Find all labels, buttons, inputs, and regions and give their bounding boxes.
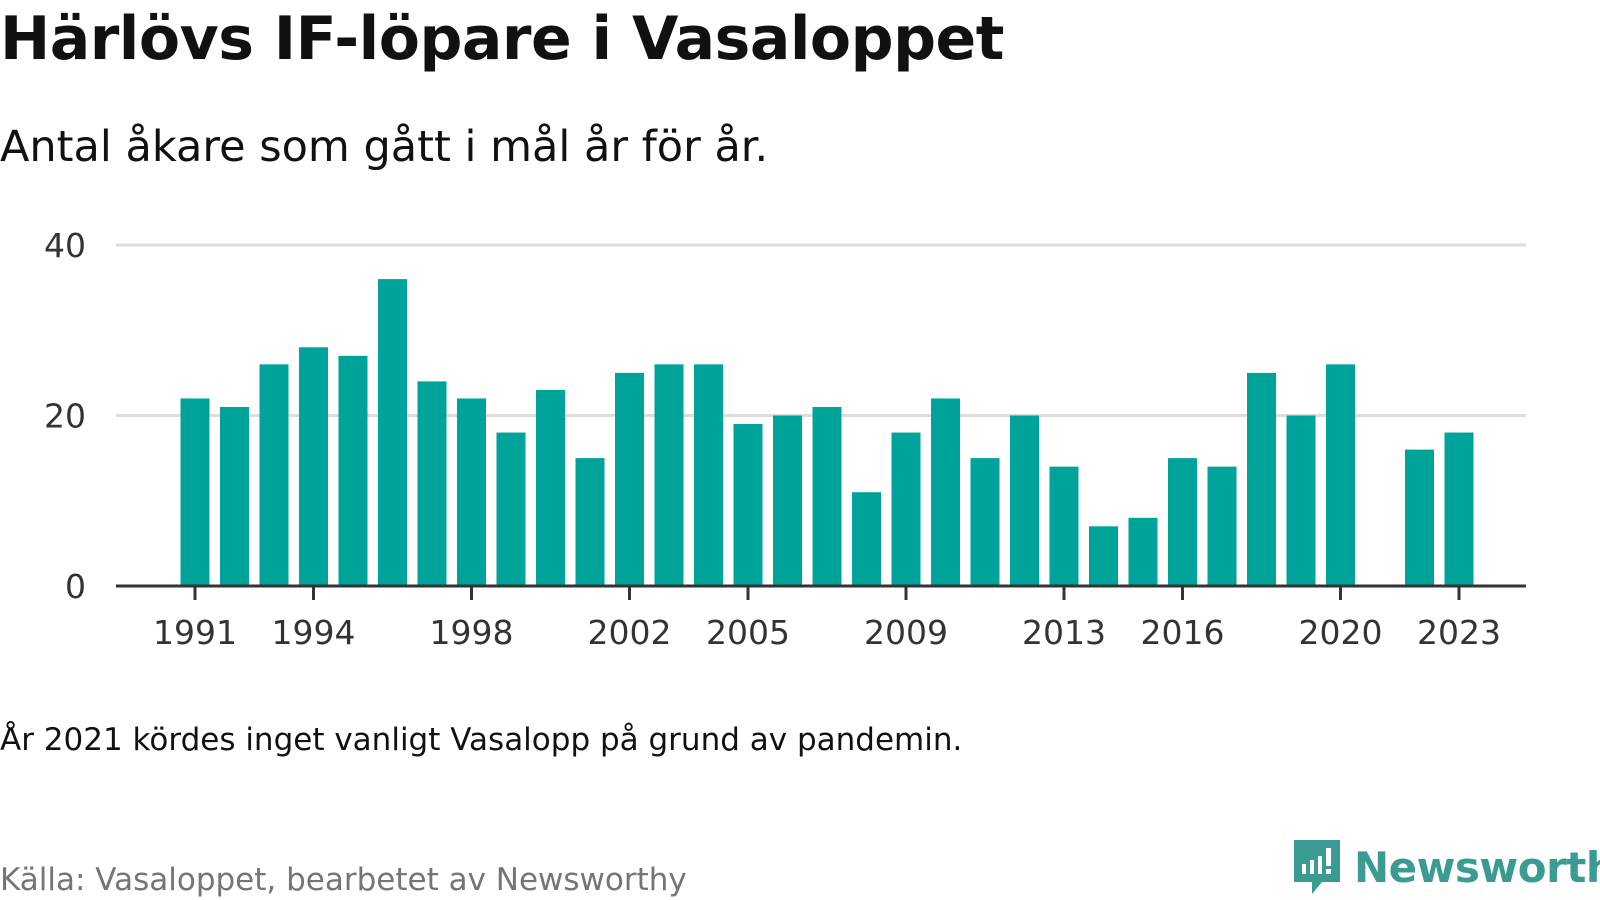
chart-note: År 2021 kördes inget vanligt Vasalopp på… xyxy=(0,722,963,758)
bar-2007 xyxy=(812,406,842,586)
bar-1996 xyxy=(378,279,407,586)
bar-2016 xyxy=(1168,458,1197,586)
bar-2001 xyxy=(575,458,605,586)
bar-2011 xyxy=(970,458,1000,586)
x-tick-label-1994: 1994 xyxy=(272,613,356,652)
bar-2020 xyxy=(1326,364,1355,586)
brand-logo: Newsworthy xyxy=(1292,838,1600,896)
bar-2003 xyxy=(654,364,684,586)
bar-2018 xyxy=(1247,372,1276,586)
bar-2015 xyxy=(1128,517,1158,586)
bar-2019 xyxy=(1286,415,1316,586)
x-axis-ticks: 1991 1994 1998 2002 2005 2009 2013 2016 2020 2023 xyxy=(153,586,1501,652)
chart-subtitle: Antal åkare som gått i mål år för år. xyxy=(0,122,769,172)
x-tick-label-2002: 2002 xyxy=(588,613,672,652)
x-tick-label-1991: 1991 xyxy=(153,613,237,652)
bar-1992 xyxy=(220,406,249,586)
x-tick-label-2005: 2005 xyxy=(706,613,790,652)
bar-1999 xyxy=(496,432,526,586)
chart-title: Härlövs IF-löpare i Vasaloppet xyxy=(0,4,1004,74)
bar-2009 xyxy=(891,432,921,586)
bar-2010 xyxy=(931,398,960,586)
x-tick-label-2020: 2020 xyxy=(1299,613,1383,652)
bar-2000 xyxy=(536,389,565,586)
y-tick-label-20: 20 xyxy=(44,397,86,436)
x-tick-label-1998: 1998 xyxy=(430,613,514,652)
bar-2008 xyxy=(852,492,881,586)
bar-1994 xyxy=(299,347,328,586)
bar-2002 xyxy=(615,372,644,586)
brand-name: Newsworthy xyxy=(1354,842,1600,892)
bars xyxy=(180,279,1474,586)
bar-2022 xyxy=(1405,449,1434,586)
bar-1993 xyxy=(259,364,289,586)
bar-2006 xyxy=(773,415,802,586)
y-tick-label-40: 40 xyxy=(44,226,86,265)
bar-2004 xyxy=(694,364,723,586)
x-tick-label-2013: 2013 xyxy=(1022,613,1106,652)
bar-1995 xyxy=(338,355,368,586)
x-tick-label-2023: 2023 xyxy=(1417,613,1501,652)
newsworthy-logo-icon xyxy=(1294,840,1340,894)
x-tick-label-2016: 2016 xyxy=(1141,613,1225,652)
bar-2014 xyxy=(1089,526,1118,586)
bar-2013 xyxy=(1049,466,1079,586)
bar-1991 xyxy=(180,398,210,586)
y-tick-label-0: 0 xyxy=(65,567,86,606)
bar-1998 xyxy=(457,398,486,586)
bar-2012 xyxy=(1010,415,1039,586)
bar-2005 xyxy=(733,424,763,586)
y-axis-ticks: 0 20 40 xyxy=(44,226,86,606)
source-credit: Källa: Vasaloppet, bearbetet av Newswort… xyxy=(0,862,687,898)
bar-2023 xyxy=(1444,432,1474,586)
bar-1997 xyxy=(417,381,447,586)
x-tick-label-2009: 2009 xyxy=(864,613,948,652)
bar-2017 xyxy=(1207,466,1237,586)
bar-chart: 0 20 40 1991 1994 1998 2002 2005 2009 2013 2016 20… xyxy=(44,226,1526,652)
